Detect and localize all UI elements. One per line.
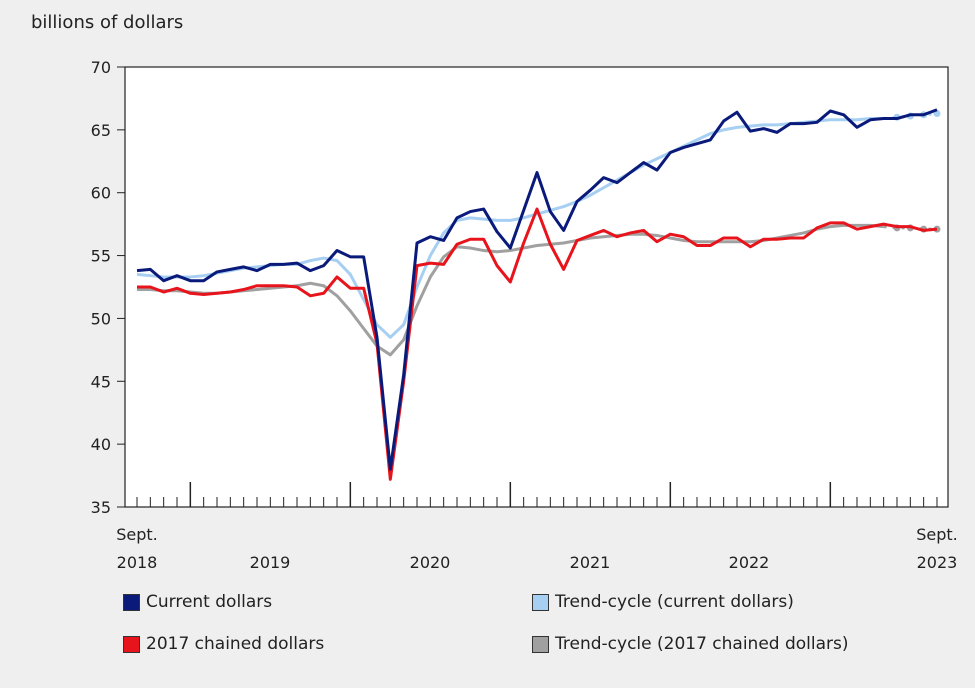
series-current-dollars-line (136, 108, 938, 471)
y-tick-label: 70 (91, 58, 111, 77)
x-tick-label-year: 2018 (117, 553, 158, 572)
legend-item-chained-dollars: 2017 chained dollars (123, 634, 324, 654)
legend-swatch-trend-chained (532, 635, 549, 653)
y-tick-label: 50 (91, 309, 111, 328)
legend-label: Trend-cycle (current dollars) (555, 592, 794, 612)
x-tick-label-year: 2022 (729, 553, 770, 572)
series-2017-chained-dollars-line (137, 207, 938, 481)
series-trend-cycle-current-dollars-line (136, 117, 884, 339)
legend-label: 2017 chained dollars (146, 634, 325, 654)
y-tick-label: 40 (91, 435, 111, 454)
legend-item-trend-current: Trend-cycle (current dollars) (532, 592, 794, 612)
legend-item-current-dollars: Current dollars (123, 592, 272, 612)
y-tick-label: 35 (91, 498, 111, 517)
legend-label: Trend-cycle (2017 chained dollars) (555, 634, 849, 654)
y-tick-label: 60 (91, 184, 111, 203)
x-tick-label-year: 2019 (250, 553, 291, 572)
x-tick-label-month: Sept. (916, 525, 958, 544)
y-axis-label: billions of dollars (31, 12, 184, 33)
legend-label: Current dollars (146, 592, 273, 612)
legend-swatch-trend-current (532, 593, 549, 611)
line-chart: 35 40 45 50 55 60 65 70 Sept. 2018 2019 2020 2021 202… (91, 58, 958, 572)
x-tick-label-month: Sept. (116, 525, 158, 544)
legend-swatch-chained (123, 635, 140, 653)
x-tick-label-year: 2023 (917, 553, 958, 572)
legend-swatch-current (123, 593, 140, 611)
legend-item-trend-chained: Trend-cycle (2017 chained dollars) (532, 634, 849, 654)
x-tick-label-year: 2020 (410, 553, 451, 572)
y-tick-label: 45 (91, 372, 111, 391)
y-tick-label: 55 (91, 247, 111, 266)
x-tick-label-year: 2021 (570, 553, 611, 572)
y-tick-label: 65 (91, 121, 111, 140)
